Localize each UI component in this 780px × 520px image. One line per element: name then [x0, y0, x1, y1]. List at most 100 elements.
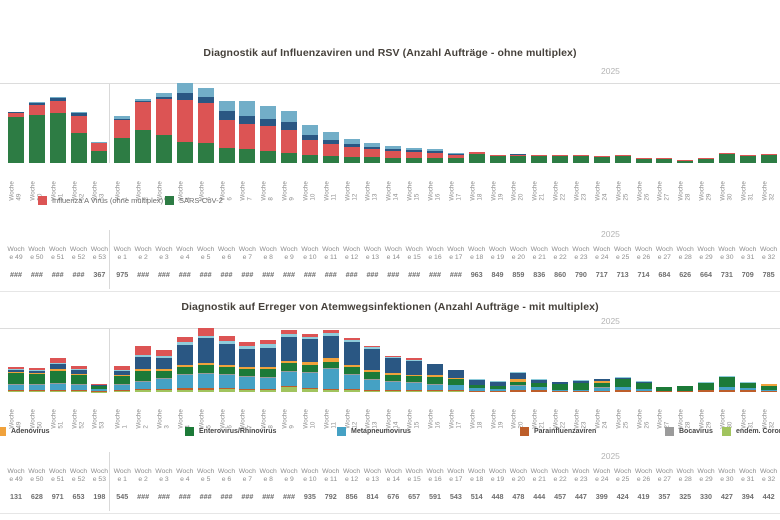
bar-segment[interactable]	[510, 390, 527, 392]
bar-woche-13[interactable]	[364, 143, 381, 163]
bar-segment[interactable]	[176, 345, 193, 365]
bar-segment[interactable]	[593, 383, 610, 387]
bar-woche-1[interactable]	[114, 116, 131, 163]
bar-woche-25[interactable]	[614, 377, 631, 392]
bar-segment[interactable]	[593, 388, 610, 391]
bar-segment[interactable]	[218, 148, 235, 163]
bar-segment[interactable]	[406, 376, 423, 382]
bar-segment[interactable]	[135, 346, 152, 355]
bar-segment[interactable]	[572, 383, 589, 390]
bar-segment[interactable]	[28, 385, 45, 390]
bar-segment[interactable]	[698, 383, 715, 390]
table-value[interactable]: ###	[199, 270, 212, 279]
bar-woche-11[interactable]	[322, 132, 339, 163]
bar-segment[interactable]	[531, 390, 548, 392]
bar-segment[interactable]	[70, 374, 87, 375]
bar-segment[interactable]	[176, 100, 193, 142]
table-value[interactable]: 714	[637, 270, 650, 279]
bar-segment[interactable]	[91, 386, 108, 389]
bar-segment[interactable]	[698, 382, 715, 383]
bar-segment[interactable]	[239, 342, 256, 346]
bar-segment[interactable]	[385, 391, 402, 392]
bar-segment[interactable]	[531, 387, 548, 390]
bar-segment[interactable]	[70, 370, 87, 374]
table-value[interactable]: 198	[93, 492, 106, 501]
bar-segment[interactable]	[447, 370, 464, 378]
bar-segment[interactable]	[176, 367, 193, 374]
bar-segment[interactable]	[656, 159, 673, 163]
bar-segment[interactable]	[135, 371, 152, 381]
table-value[interactable]: 427	[720, 492, 733, 501]
bar-segment[interactable]	[49, 101, 66, 113]
bar-segment[interactable]	[70, 390, 87, 391]
bar-segment[interactable]	[468, 379, 485, 380]
bar-segment[interactable]	[301, 388, 318, 389]
bar-woche-27[interactable]	[656, 158, 673, 163]
bar-segment[interactable]	[114, 385, 131, 390]
bar-segment[interactable]	[176, 374, 193, 375]
bar-segment[interactable]	[91, 142, 108, 143]
table-value[interactable]: ###	[283, 492, 296, 501]
bar-segment[interactable]	[260, 389, 277, 390]
bar-woche-5[interactable]	[197, 328, 214, 392]
bar-segment[interactable]	[406, 360, 423, 361]
bar-woche-32[interactable]	[760, 154, 777, 163]
bar-woche-28[interactable]	[677, 160, 694, 163]
table-value[interactable]: 792	[324, 492, 337, 501]
bar-segment[interactable]	[510, 385, 527, 386]
legend-item[interactable]: endem. Coronaviren	[722, 427, 780, 436]
bar-segment[interactable]	[49, 363, 66, 364]
bar-segment[interactable]	[91, 389, 108, 391]
bar-segment[interactable]	[468, 391, 485, 392]
legend-item[interactable]: Adenovirus	[0, 427, 50, 436]
bar-segment[interactable]	[218, 367, 235, 374]
table-value[interactable]: 626	[679, 270, 692, 279]
bar-woche-52[interactable]	[70, 366, 87, 392]
bar-segment[interactable]	[91, 391, 108, 392]
bar-segment[interactable]	[8, 113, 24, 117]
bar-woche-19[interactable]	[489, 155, 506, 163]
bar-segment[interactable]	[8, 117, 24, 163]
bar-segment[interactable]	[322, 368, 339, 369]
bar-segment[interactable]	[281, 130, 298, 153]
bar-segment[interactable]	[322, 358, 339, 362]
table-value[interactable]: 814	[366, 492, 379, 501]
table-value[interactable]: ###	[241, 270, 254, 279]
bar-segment[interactable]	[49, 364, 66, 369]
bar-segment[interactable]	[301, 365, 318, 372]
bar-segment[interactable]	[281, 111, 298, 122]
bar-segment[interactable]	[155, 389, 172, 390]
bar-segment[interactable]	[510, 382, 527, 385]
bar-segment[interactable]	[155, 350, 172, 356]
bar-woche-30[interactable]	[718, 376, 735, 392]
bar-segment[interactable]	[364, 372, 381, 379]
bar-woche-21[interactable]	[531, 379, 548, 392]
bar-woche-5[interactable]	[197, 88, 214, 163]
bar-segment[interactable]	[28, 384, 45, 385]
bar-woche-52[interactable]	[70, 112, 87, 163]
table-value[interactable]: ###	[220, 492, 233, 501]
bar-segment[interactable]	[135, 355, 152, 357]
bar-segment[interactable]	[91, 383, 108, 385]
bar-segment[interactable]	[698, 159, 715, 163]
bar-woche-12[interactable]	[343, 139, 360, 163]
bar-segment[interactable]	[49, 390, 66, 391]
bar-segment[interactable]	[239, 377, 256, 389]
bar-woche-7[interactable]	[239, 342, 256, 392]
table-value[interactable]: 628	[30, 492, 43, 501]
table-value[interactable]: 849	[491, 270, 504, 279]
bar-segment[interactable]	[28, 391, 45, 392]
bar-segment[interactable]	[91, 384, 108, 386]
bar-segment[interactable]	[718, 377, 735, 387]
bar-segment[interactable]	[552, 391, 569, 392]
table-value[interactable]: 591	[429, 492, 441, 501]
table-value[interactable]: ###	[387, 270, 400, 279]
bar-segment[interactable]	[218, 375, 235, 388]
bar-woche-25[interactable]	[614, 155, 631, 163]
bar-woche-49[interactable]	[8, 112, 24, 163]
bar-segment[interactable]	[760, 384, 777, 386]
bar-segment[interactable]	[49, 113, 66, 163]
bar-segment[interactable]	[406, 382, 423, 383]
bar-segment[interactable]	[239, 369, 256, 376]
bar-segment[interactable]	[260, 106, 277, 119]
